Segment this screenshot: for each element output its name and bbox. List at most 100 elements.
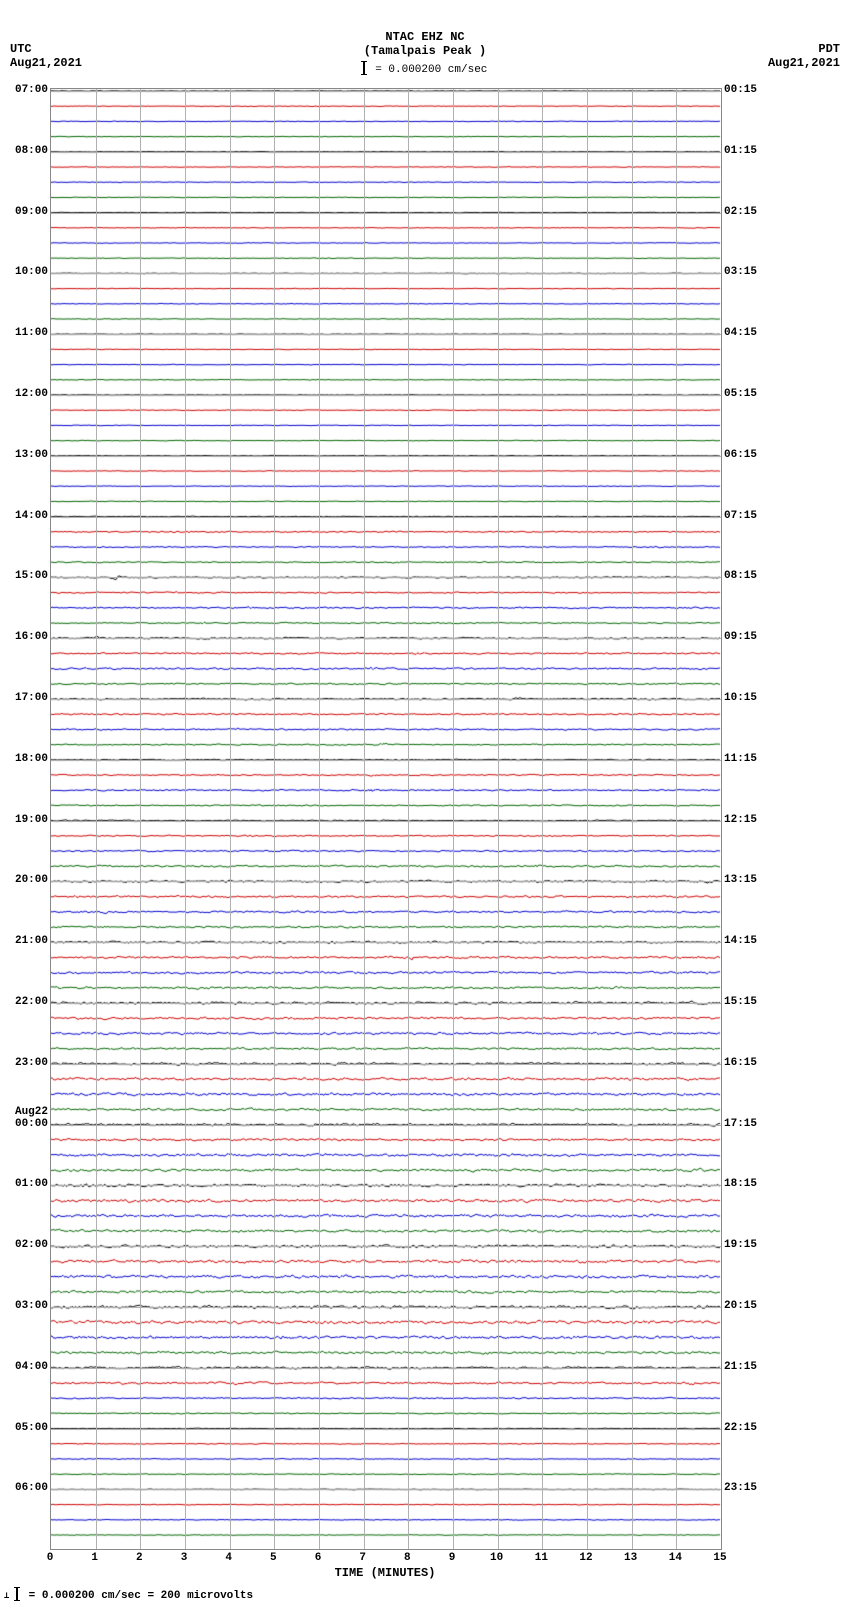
left-time-label: 18:00 <box>4 753 48 765</box>
left-date-label: Aug22 <box>4 1106 48 1118</box>
x-tick-label: 1 <box>80 1552 110 1564</box>
gridline-vertical <box>632 89 633 1549</box>
gridline-horizontal <box>51 942 721 943</box>
x-tick-label: 2 <box>124 1552 154 1564</box>
x-tick-label: 9 <box>437 1552 467 1564</box>
right-time-label: 11:15 <box>724 753 774 765</box>
gridline-horizontal <box>51 1368 721 1369</box>
gridline-vertical <box>364 89 365 1549</box>
gridline-vertical <box>319 89 320 1549</box>
gridline-horizontal <box>51 1125 721 1126</box>
right-time-label: 02:15 <box>724 206 774 218</box>
right-time-label: 00:15 <box>724 84 774 96</box>
right-time-label: 15:15 <box>724 996 774 1008</box>
x-tick-label: 11 <box>526 1552 556 1564</box>
gridline-horizontal <box>51 152 721 153</box>
gridline-horizontal <box>51 1489 721 1490</box>
station-code: NTAC EHZ NC <box>0 30 850 44</box>
gridline-horizontal <box>51 577 721 578</box>
right-time-label: 14:15 <box>724 935 774 947</box>
gridline-vertical <box>498 89 499 1549</box>
right-time-label: 17:15 <box>724 1118 774 1130</box>
left-time-label: 21:00 <box>4 935 48 947</box>
left-time-label: 07:00 <box>4 84 48 96</box>
gridline-horizontal <box>51 699 721 700</box>
gridline-horizontal <box>51 273 721 274</box>
right-time-label: 20:15 <box>724 1300 774 1312</box>
gridline-horizontal <box>51 1246 721 1247</box>
right-time-label: 23:15 <box>724 1482 774 1494</box>
gridline-horizontal <box>51 334 721 335</box>
gridline-horizontal <box>51 821 721 822</box>
right-time-label: 07:15 <box>724 510 774 522</box>
right-time-label: 16:15 <box>724 1057 774 1069</box>
right-time-label: 05:15 <box>724 388 774 400</box>
left-time-label: 20:00 <box>4 874 48 886</box>
footer-scale: ⊥ = 0.000200 cm/sec = 200 microvolts <box>4 1588 253 1602</box>
gridline-horizontal <box>51 1064 721 1065</box>
timezone-left: UTC <box>10 42 32 56</box>
left-time-label: 22:00 <box>4 996 48 1008</box>
left-time-label: 05:00 <box>4 1422 48 1434</box>
gridline-horizontal <box>51 638 721 639</box>
left-time-label: 13:00 <box>4 449 48 461</box>
right-time-label: 12:15 <box>724 814 774 826</box>
right-time-label: 18:15 <box>724 1178 774 1190</box>
x-tick-label: 15 <box>705 1552 735 1564</box>
left-time-label: 04:00 <box>4 1361 48 1373</box>
gridline-horizontal <box>51 456 721 457</box>
scale-bar-icon <box>16 1587 18 1601</box>
left-time-label: 14:00 <box>4 510 48 522</box>
right-time-label: 04:15 <box>724 327 774 339</box>
date-left: Aug21,2021 <box>10 56 82 70</box>
left-time-label: 11:00 <box>4 327 48 339</box>
gridline-horizontal <box>51 1003 721 1004</box>
x-tick-label: 10 <box>482 1552 512 1564</box>
gridline-vertical <box>96 89 97 1549</box>
right-time-label: 13:15 <box>724 874 774 886</box>
gridline-vertical <box>453 89 454 1549</box>
x-tick-label: 4 <box>214 1552 244 1564</box>
gridline-horizontal <box>51 1429 721 1430</box>
gridline-vertical <box>587 89 588 1549</box>
left-time-label: 23:00 <box>4 1057 48 1069</box>
x-tick-label: 5 <box>258 1552 288 1564</box>
right-time-label: 08:15 <box>724 570 774 582</box>
x-tick-label: 12 <box>571 1552 601 1564</box>
x-tick-label: 0 <box>35 1552 65 1564</box>
scale-bar-icon <box>363 61 365 75</box>
left-time-label: 15:00 <box>4 570 48 582</box>
left-time-label: 01:00 <box>4 1178 48 1190</box>
left-time-label: 06:00 <box>4 1482 48 1494</box>
right-time-label: 01:15 <box>724 145 774 157</box>
helicorder-plot <box>50 88 722 1550</box>
gridline-vertical <box>185 89 186 1549</box>
date-right: Aug21,2021 <box>768 56 840 70</box>
gridline-horizontal <box>51 395 721 396</box>
right-time-label: 03:15 <box>724 266 774 278</box>
left-time-label: 03:00 <box>4 1300 48 1312</box>
right-time-label: 21:15 <box>724 1361 774 1373</box>
right-time-label: 19:15 <box>724 1239 774 1251</box>
trace-canvas <box>51 89 721 1549</box>
x-tick-label: 8 <box>392 1552 422 1564</box>
x-tick-label: 7 <box>348 1552 378 1564</box>
left-time-label: 19:00 <box>4 814 48 826</box>
gridline-horizontal <box>51 760 721 761</box>
seismogram-container: NTAC EHZ NC (Tamalpais Peak ) = 0.000200… <box>0 0 850 1613</box>
gridline-horizontal <box>51 91 721 92</box>
gridline-horizontal <box>51 1185 721 1186</box>
gridline-horizontal <box>51 881 721 882</box>
x-tick-label: 6 <box>303 1552 333 1564</box>
gridline-horizontal <box>51 213 721 214</box>
timezone-right: PDT <box>818 42 840 56</box>
station-name: (Tamalpais Peak ) <box>0 44 850 58</box>
scale-indicator: = 0.000200 cm/sec <box>0 62 850 76</box>
left-time-label: 12:00 <box>4 388 48 400</box>
left-time-label: 10:00 <box>4 266 48 278</box>
x-axis-title: TIME (MINUTES) <box>50 1566 720 1580</box>
gridline-vertical <box>408 89 409 1549</box>
gridline-vertical <box>542 89 543 1549</box>
left-time-label: 16:00 <box>4 631 48 643</box>
gridline-vertical <box>274 89 275 1549</box>
